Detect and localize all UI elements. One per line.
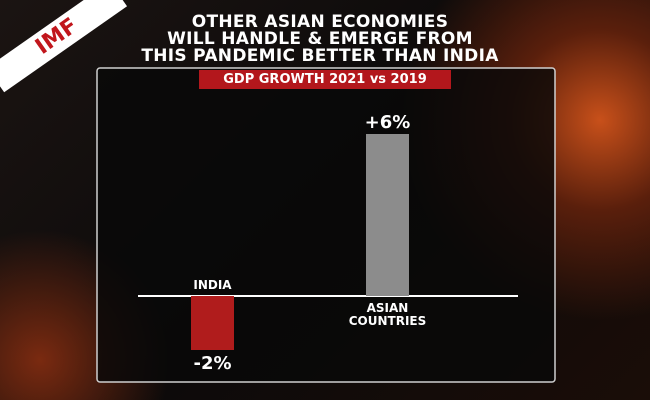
title-line: OTHER ASIAN ECONOMIES [191,12,449,32]
value-label: -2% [193,353,232,374]
category-label: INDIA [193,278,232,292]
title-line: WILL HANDLE & EMERGE FROM [167,29,473,49]
bar [191,296,234,350]
value-label: +6% [364,112,411,133]
title-line: THIS PANDEMIC BETTER THAN INDIA [141,46,499,66]
bar [366,134,409,296]
panel [96,67,556,383]
subtitle: GDP GROWTH 2021 vs 2019 [199,70,451,89]
category-label: ASIAN COUNTRIES [348,301,427,328]
